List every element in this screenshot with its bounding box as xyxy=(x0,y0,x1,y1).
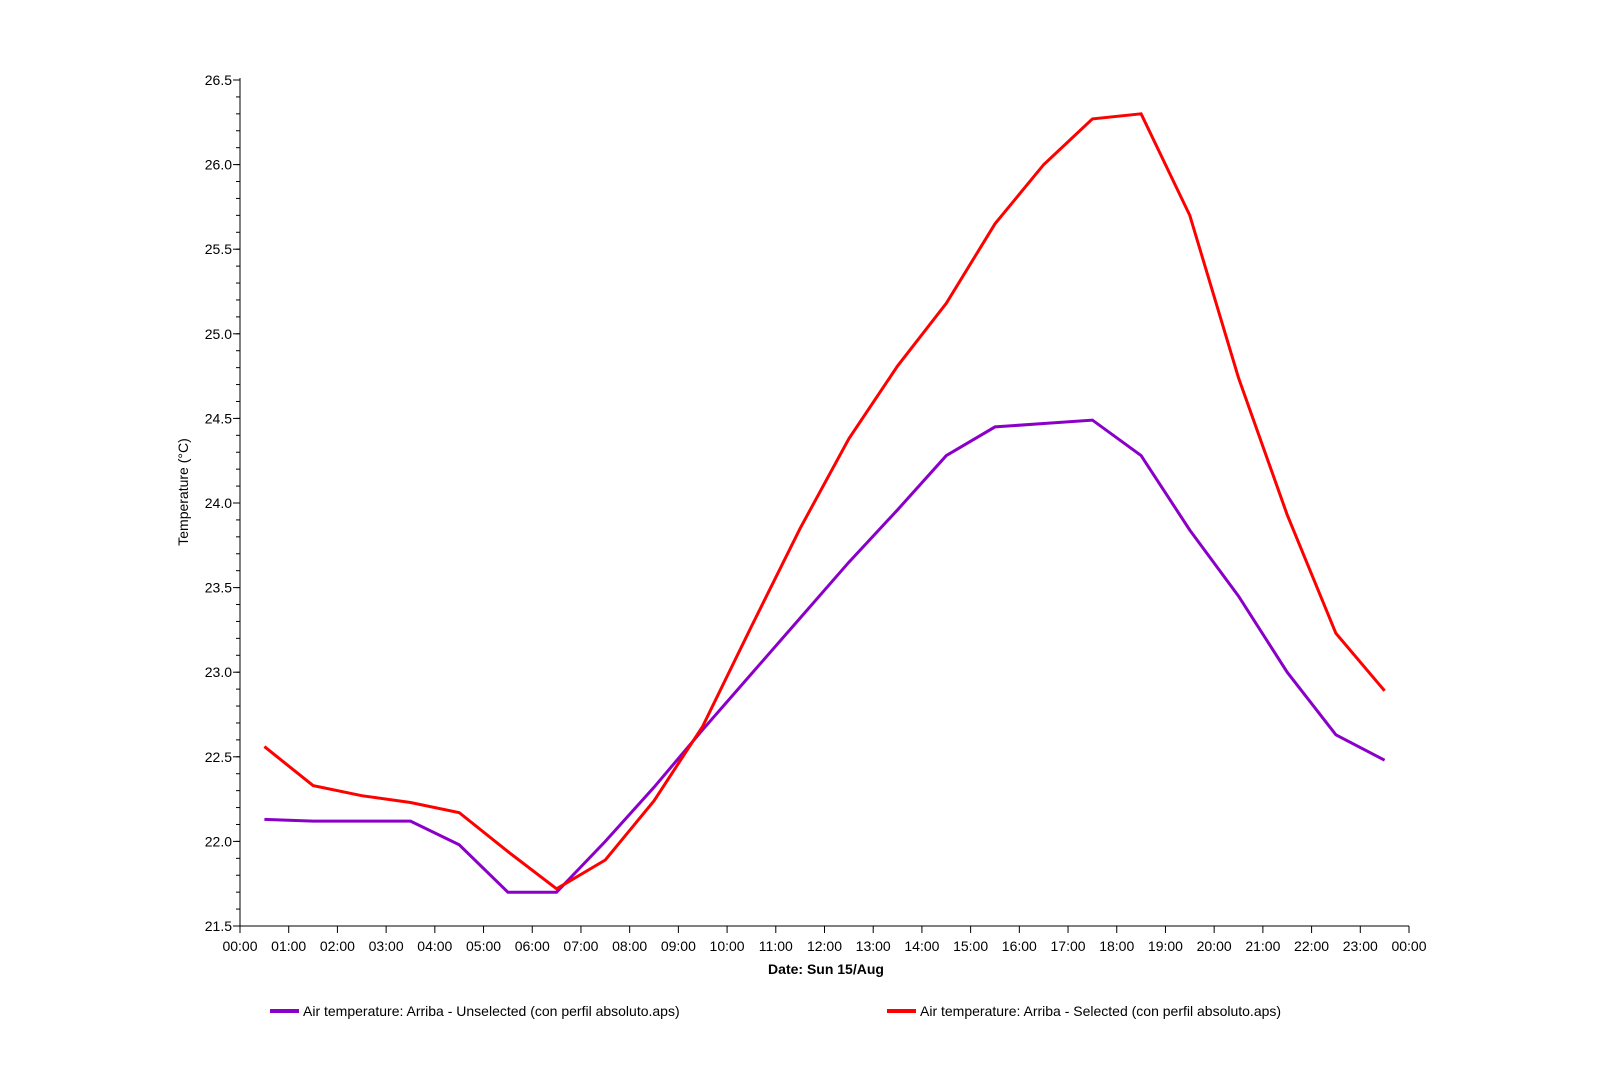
x-tick-label: 23:00 xyxy=(1343,938,1378,954)
x-tick-label: 01:00 xyxy=(271,938,306,954)
series-lines xyxy=(263,112,1386,894)
y-tick-label: 26.5 xyxy=(205,72,232,88)
y-tick-label: 21.5 xyxy=(205,918,232,934)
x-tick-label: 05:00 xyxy=(466,938,501,954)
legend-label-2: Air temperature: Arriba - Selected (con … xyxy=(920,1003,1281,1019)
x-tick-label: 18:00 xyxy=(1099,938,1134,954)
x-tick-label: 07:00 xyxy=(563,938,598,954)
y-tick-label: 22.5 xyxy=(205,749,232,765)
x-tick-label: 14:00 xyxy=(904,938,939,954)
x-tick-label: 19:00 xyxy=(1148,938,1183,954)
x-axis-title: Date: Sun 15/Aug xyxy=(768,961,884,977)
x-tick-label: 02:00 xyxy=(320,938,355,954)
x-tick-label: 00:00 xyxy=(222,938,257,954)
x-tick-label: 12:00 xyxy=(807,938,842,954)
y-tick-label: 22.0 xyxy=(205,833,232,849)
legend: Air temperature: Arriba - Unselected (co… xyxy=(270,1003,1281,1019)
x-tick-label: 15:00 xyxy=(953,938,988,954)
x-tick-label: 16:00 xyxy=(1002,938,1037,954)
x-tick-label: 11:00 xyxy=(759,938,793,954)
y-tick-label: 25.5 xyxy=(205,241,232,257)
x-tick-label: 00:00 xyxy=(1391,938,1426,954)
x-tick-label: 03:00 xyxy=(369,938,404,954)
x-tick-label: 13:00 xyxy=(856,938,891,954)
y-tick-label: 24.5 xyxy=(205,410,232,426)
y-tick-label: 25.0 xyxy=(205,326,232,342)
axes xyxy=(239,78,1409,927)
x-tick-label: 10:00 xyxy=(710,938,745,954)
y-tick-label: 26.0 xyxy=(205,157,232,173)
x-tick-label: 17:00 xyxy=(1051,938,1086,954)
axis-ticks: 21.5 22.0 22.5 23.0 23.5 24.0 24.5 25.0 25.5 26.0… xyxy=(205,72,1427,954)
y-axis-title: Temperature (°C) xyxy=(175,438,191,546)
y-tick-label: 24.0 xyxy=(205,495,232,511)
x-tick-label: 06:00 xyxy=(515,938,550,954)
y-tick-label: 23.5 xyxy=(205,580,232,596)
series-line-1 xyxy=(264,418,1386,894)
x-tick-label: 04:00 xyxy=(417,938,452,954)
x-tick-label: 21:00 xyxy=(1245,938,1280,954)
x-tick-label: 08:00 xyxy=(612,938,647,954)
x-tick-label: 22:00 xyxy=(1294,938,1329,954)
y-tick-label: 23.0 xyxy=(205,664,232,680)
legend-label-1: Air temperature: Arriba - Unselected (co… xyxy=(303,1003,680,1019)
x-tick-label: 09:00 xyxy=(661,938,696,954)
x-tick-label: 20:00 xyxy=(1197,938,1232,954)
series-line-2 xyxy=(263,112,1386,891)
